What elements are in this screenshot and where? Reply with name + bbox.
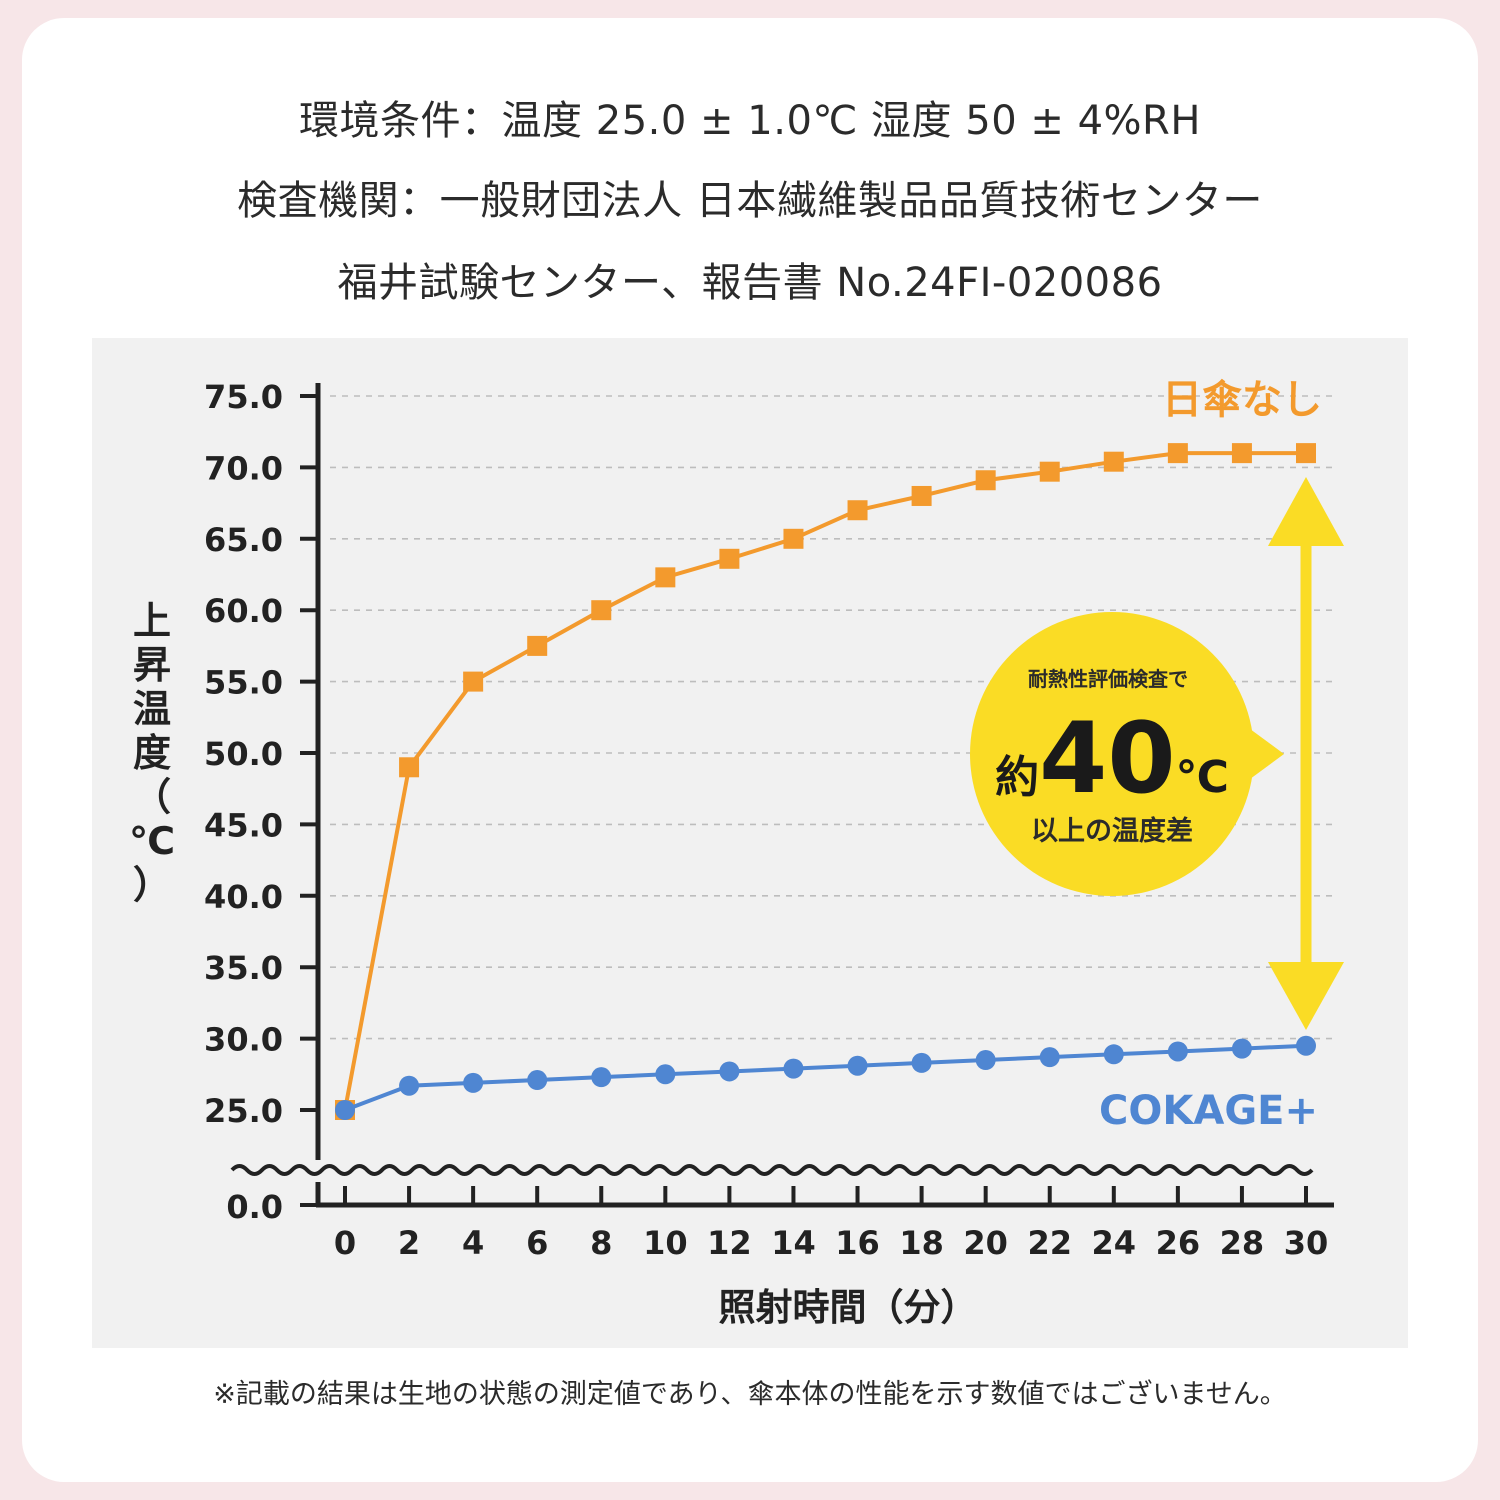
x-tick-label: 0 <box>334 1224 356 1262</box>
callout-prefix: 約 <box>995 752 1039 803</box>
data-point-no-umbrella <box>591 600 612 621</box>
y-tick-label: 65.0 <box>204 521 283 559</box>
data-point-no-umbrella <box>655 567 676 588</box>
test-center-report: 福井試験センター、報告書 No.24FI-020086 <box>337 260 1163 306</box>
y-axis-label-char: 上 <box>133 599 171 643</box>
data-point-cokage <box>1167 1041 1188 1062</box>
data-point-no-umbrella <box>911 485 932 506</box>
y-axis-label-char: ） <box>133 863 171 907</box>
y-axis-label-char: 昇 <box>133 643 171 687</box>
callout-value: 40 <box>1039 702 1175 816</box>
data-point-no-umbrella <box>719 548 740 569</box>
x-axis-label: 照射時間（分） <box>719 1286 978 1329</box>
x-tick-label: 30 <box>1284 1224 1329 1262</box>
x-tick-label: 10 <box>643 1224 688 1262</box>
callout-pointer <box>1246 726 1284 782</box>
y-tick-label-break: 0.0 <box>226 1188 283 1226</box>
y-tick-label: 75.0 <box>204 378 283 416</box>
data-point-no-umbrella <box>1103 451 1124 472</box>
series-label-cokage: COKAGE+ <box>1099 1088 1318 1134</box>
data-point-cokage <box>655 1064 676 1085</box>
x-tick-label: 22 <box>1027 1224 1072 1262</box>
y-axis-label-char: 温 <box>133 687 171 731</box>
footnote: ※記載の結果は生地の状態の測定値であり、傘本体の性能を示す数値ではございません。 <box>213 1379 1287 1410</box>
series-labels: 日傘なし COKAGE+ <box>1099 377 1322 1134</box>
x-tick-label: 28 <box>1220 1224 1265 1262</box>
x-tick-label: 8 <box>590 1224 612 1262</box>
data-point-cokage <box>1103 1044 1124 1065</box>
callout-unit: ℃ <box>1176 752 1229 803</box>
difference-arrow <box>1268 477 1344 1030</box>
data-point-no-umbrella <box>1231 443 1252 464</box>
data-point-cokage <box>335 1100 355 1120</box>
series <box>335 443 1316 1120</box>
y-tick-label: 50.0 <box>204 735 283 773</box>
y-tick-label: 25.0 <box>204 1092 283 1130</box>
callout-main: 約40℃ <box>995 702 1229 816</box>
y-tick-label: 55.0 <box>204 664 283 702</box>
data-point-cokage <box>975 1050 996 1071</box>
data-point-cokage <box>719 1061 740 1082</box>
series-label-no-umbrella: 日傘なし <box>1162 377 1322 423</box>
x-tick-label: 6 <box>526 1224 548 1262</box>
x-tick-label: 4 <box>462 1224 484 1262</box>
series-line-cokage <box>344 1043 1307 1112</box>
axis-break-wave <box>230 1164 1314 1176</box>
axes <box>230 383 1334 1208</box>
y-tick-label: 60.0 <box>204 592 283 630</box>
y-tick-label: 40.0 <box>204 878 283 916</box>
y-axis-label: 上昇温度（℃） <box>129 599 175 907</box>
data-point-no-umbrella <box>1167 443 1188 464</box>
y-axis-label-char: ℃ <box>129 819 175 863</box>
x-tick-label: 14 <box>771 1224 816 1262</box>
data-point-no-umbrella <box>527 635 548 656</box>
data-point-no-umbrella <box>1296 443 1316 464</box>
data-point-no-umbrella <box>1039 461 1060 482</box>
data-point-no-umbrella <box>847 500 868 521</box>
axis-break-gap <box>300 1160 330 1182</box>
data-point-cokage <box>1296 1035 1316 1056</box>
x-tick-labels: 0 2 4 6 8 10 12 14 16 18 20 22 24 26 28 30 <box>334 1186 1328 1262</box>
y-tick-labels: 25.0 30.0 35.0 40.0 45.0 50.0 55.0 60.0 65.0 70.0… <box>204 378 318 1226</box>
callout-top-text: 耐熱性評価検査で <box>1028 667 1188 691</box>
data-point-cokage <box>1039 1047 1060 1068</box>
x-tick-label: 24 <box>1092 1224 1137 1262</box>
x-tick-label: 2 <box>398 1224 420 1262</box>
data-point-no-umbrella <box>975 470 996 491</box>
callout-bottom-text: 以上の温度差 <box>1031 815 1193 847</box>
y-axis-label-char: （ <box>133 775 171 819</box>
x-tick-label: 12 <box>707 1224 752 1262</box>
y-tick-label: 30.0 <box>204 1021 283 1059</box>
x-tick-label: 26 <box>1156 1224 1201 1262</box>
y-tick-label: 70.0 <box>204 449 283 487</box>
data-point-cokage <box>847 1055 868 1076</box>
x-tick-label: 16 <box>835 1224 880 1262</box>
data-point-no-umbrella <box>783 528 804 549</box>
testing-organization: 検査機関：一般財団法人 日本繊維製品品質技術センター <box>237 178 1263 224</box>
environment-conditions: 環境条件：温度 25.0 ± 1.0℃ 湿度 50 ± 4%RH <box>299 98 1201 144</box>
x-tick-label: 20 <box>963 1224 1008 1262</box>
data-point-cokage <box>463 1072 484 1093</box>
data-point-no-umbrella <box>463 671 484 692</box>
axis-labels: 照射時間（分） 上昇温度（℃） <box>129 599 978 1329</box>
x-tick-label: 18 <box>899 1224 944 1262</box>
callout-circle <box>970 612 1254 896</box>
series-line-no-umbrella <box>343 451 1306 1111</box>
y-axis-label-char: 度 <box>133 731 171 775</box>
data-point-cokage <box>527 1070 548 1091</box>
arrow-head-up <box>1268 477 1344 546</box>
data-point-cokage <box>783 1058 804 1079</box>
data-point-cokage <box>1231 1038 1252 1059</box>
data-point-cokage <box>591 1067 612 1088</box>
data-point-cokage <box>911 1052 932 1073</box>
arrow-head-down <box>1268 962 1344 1030</box>
y-tick-label: 35.0 <box>204 949 283 987</box>
data-point-cokage <box>399 1075 420 1096</box>
y-tick-label: 45.0 <box>204 806 283 844</box>
temperature-difference-callout: 耐熱性評価検査で 約40℃ 以上の温度差 <box>970 612 1284 896</box>
data-point-no-umbrella <box>399 757 420 778</box>
